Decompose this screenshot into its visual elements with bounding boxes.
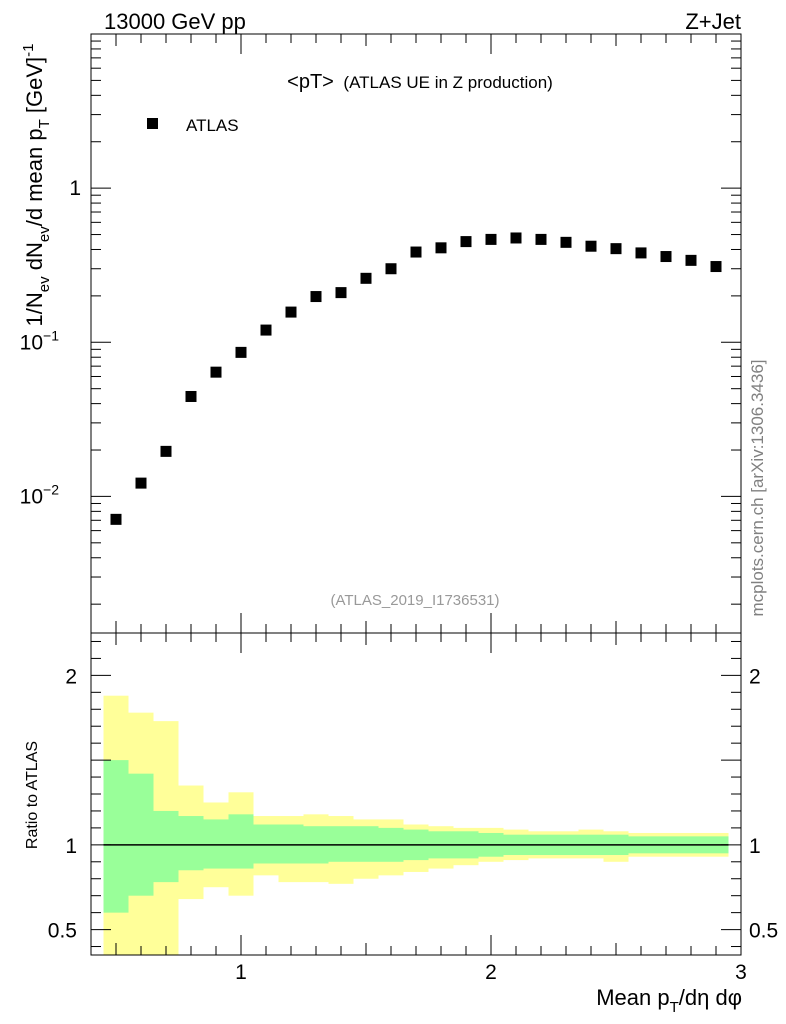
header-left: 13000 GeV pp (104, 9, 246, 34)
data-point (135, 477, 147, 489)
data-point (635, 247, 647, 259)
data-point (585, 240, 597, 252)
inner-band-bin (328, 826, 354, 862)
data-point (210, 366, 222, 378)
data-point (685, 254, 697, 266)
x-axis-label: Mean pT/dη dφ (596, 985, 742, 1016)
plot-title: <pT> (ATLAS UE in Z production) (287, 71, 553, 93)
inner-band-bin (103, 760, 129, 913)
ylabel-part: [GeV] (22, 57, 47, 119)
axes: 1 2 3 1 10−1 10−2 2 2 1 1 0.5 0.5 (20, 33, 778, 984)
xlabel-part: Mean p (596, 985, 669, 1010)
inner-band-bin (178, 816, 204, 871)
data-point (435, 242, 447, 254)
plot-title-sub: (ATLAS UE in Z production) (343, 73, 552, 92)
ratio-ylabel: Ratio to ATLAS (24, 741, 41, 849)
data-point (385, 263, 397, 275)
data-point (485, 233, 497, 245)
inner-band-bin (228, 814, 254, 869)
ylabel-sub: ev (36, 276, 53, 292)
data-point (410, 246, 422, 258)
inner-band-bin (278, 824, 304, 864)
plot-title-main: <pT> (287, 71, 334, 93)
data-point (360, 272, 372, 284)
ylabel-part: /d mean p (22, 128, 47, 226)
data-markers (110, 232, 722, 525)
ylabel-part: 1/N (22, 292, 47, 326)
data-point (335, 287, 347, 299)
data-point (560, 236, 572, 248)
ratio-bands (103, 695, 729, 955)
y-tick-label: 10−1 (20, 327, 60, 354)
ratio-y-tick-label: 1 (65, 835, 77, 858)
data-point (235, 346, 247, 358)
data-point (535, 233, 547, 245)
x-tick-label: 3 (735, 961, 747, 984)
data-point (710, 261, 722, 273)
ylabel-sub: T (36, 119, 53, 128)
legend-label: ATLAS (186, 116, 239, 135)
inner-band-bin (353, 826, 379, 862)
data-point (285, 306, 297, 318)
legend-marker (147, 118, 158, 129)
data-point (185, 390, 197, 402)
data-point (610, 243, 622, 255)
data-point (160, 445, 172, 457)
inner-band-bin (253, 824, 279, 864)
x-tick-label: 2 (485, 961, 497, 984)
header-right: Z+Jet (685, 9, 741, 34)
xlabel-sub: T (670, 999, 679, 1016)
inner-band-bin (203, 819, 229, 869)
ylabel-sup: -1 (20, 44, 37, 57)
ratio-y-tick-label-right: 2 (749, 665, 761, 688)
y-tick-label: 1 (69, 177, 81, 200)
inner-band-bin (128, 773, 154, 896)
ylabel-part: dN (22, 242, 47, 276)
ratio-y-tick-label: 0.5 (48, 920, 77, 943)
ratio-y-tick-label: 2 (65, 665, 77, 688)
data-point (110, 513, 122, 525)
data-point (260, 324, 272, 336)
data-point (310, 291, 322, 303)
data-point (660, 251, 672, 263)
data-point (460, 236, 472, 248)
data-point (510, 232, 522, 244)
main-ylabel: 1/Nev dNev/d mean pT [GeV]-1 (20, 44, 53, 327)
ratio-y-tick-label-right: 1 (749, 835, 761, 858)
side-credit: mcplots.cern.ch [arXiv:1306.3436] (748, 359, 767, 616)
ylabel-sub: ev (36, 226, 53, 242)
analysis-id: (ATLAS_2019_I1736531) (330, 592, 499, 609)
xlabel-part: /dη dφ (679, 985, 742, 1010)
y-tick-label: 10−2 (20, 481, 60, 508)
inner-band-bin (153, 810, 179, 883)
ratio-y-tick-label-right: 0.5 (749, 920, 778, 943)
x-tick-label: 1 (235, 961, 247, 984)
